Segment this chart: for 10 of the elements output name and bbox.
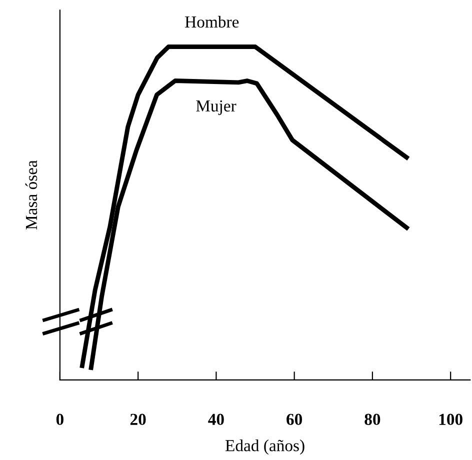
y-axis-title: Masa ósea: [25, 160, 38, 230]
x-tick-label: 80: [364, 414, 380, 426]
x-tick-label: 40: [208, 414, 224, 426]
x-tick-label: 100: [439, 414, 462, 426]
series-label: Mujer: [196, 100, 236, 115]
x-tick-label: 20: [130, 414, 146, 426]
x-tick-label: 60: [286, 414, 302, 426]
x-tick-label: 0: [56, 414, 64, 426]
series-label: Hombre: [185, 16, 239, 28]
x-axis-title: Edad (años): [225, 440, 304, 455]
